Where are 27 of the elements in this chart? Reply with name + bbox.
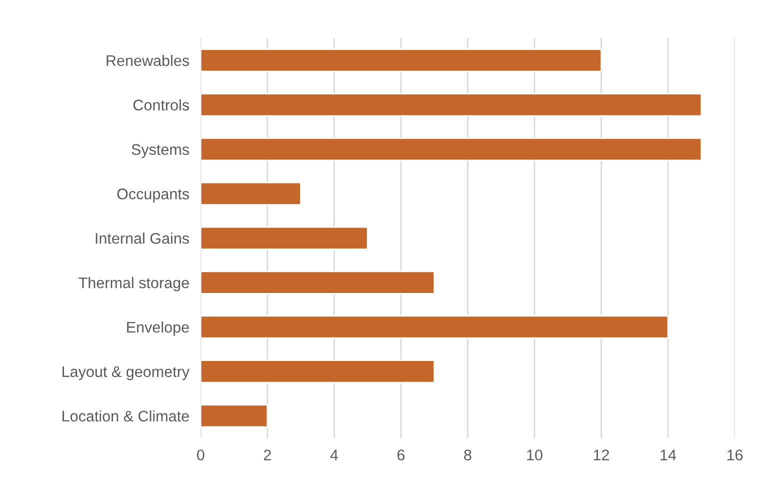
- y-tick-label: Renewables: [106, 54, 190, 66]
- bar: [200, 404, 268, 428]
- bar: [200, 270, 436, 294]
- bar: [200, 360, 436, 384]
- y-tick-label: Thermal storage: [78, 277, 189, 292]
- x-tick-label: 6: [397, 450, 405, 460]
- y-tick-label: Location & Climate: [62, 410, 189, 422]
- x-tick-label: 10: [527, 450, 542, 460]
- bar: [200, 315, 669, 339]
- x-tick-label: 16: [727, 450, 743, 460]
- x-tick-label: 2: [264, 450, 271, 460]
- y-tick-label: Systems: [132, 144, 190, 158]
- bar: [200, 48, 602, 72]
- y-tick-label: Controls: [133, 99, 190, 110]
- x-tick-label: 14: [660, 450, 676, 460]
- x-tick-label: 4: [330, 450, 338, 460]
- y-tick-label: Internal Gains: [96, 232, 190, 244]
- y-tick-label: Layout & geometry: [62, 366, 190, 380]
- y-tick-label: Occupants: [117, 188, 190, 202]
- x-tick-label: 8: [464, 450, 472, 460]
- x-tick-label: 12: [594, 450, 609, 460]
- y-tick-label: Envelope: [127, 321, 189, 336]
- x-tick-label: 0: [197, 450, 204, 460]
- bar: [200, 182, 302, 206]
- bar: [200, 137, 702, 162]
- bar: [200, 93, 702, 117]
- bar: [200, 226, 368, 250]
